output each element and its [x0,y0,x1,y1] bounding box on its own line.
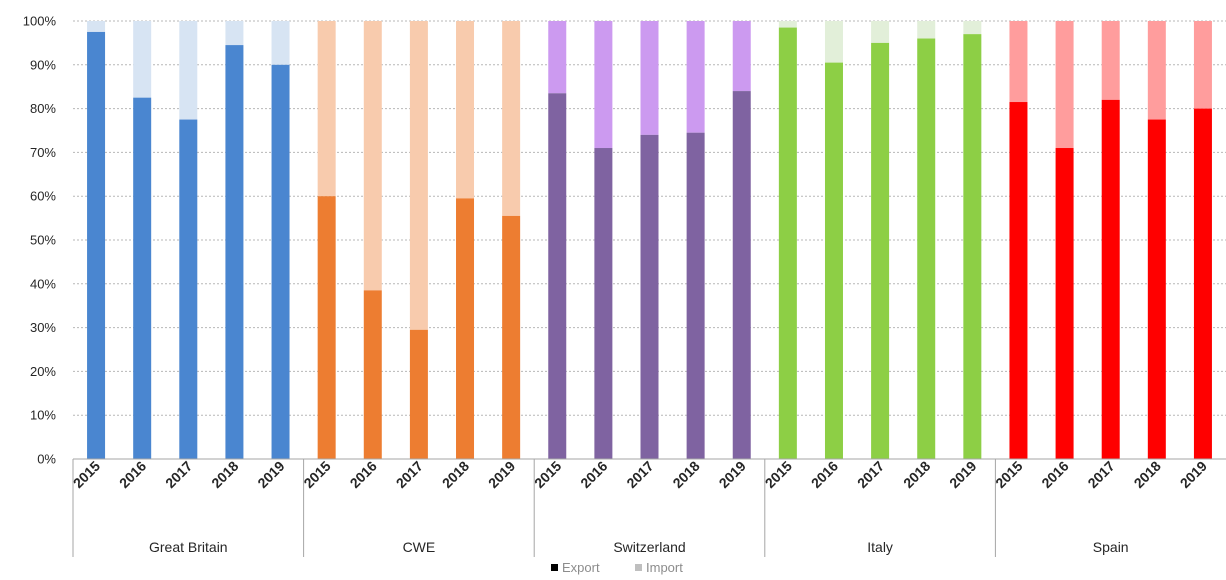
export-bar [1009,102,1028,459]
group-label: Spain [1093,539,1129,555]
x-tick-label: 2018 [669,458,702,491]
export-bar [1147,119,1166,460]
export-bar [87,31,106,459]
export-bar [1055,148,1074,459]
export-bar [824,62,843,460]
x-tick-label: 2019 [254,458,287,491]
x-tick-label: 2019 [1177,458,1210,491]
group-label: Italy [867,539,893,555]
import-bar [502,21,521,216]
export-bar [317,196,336,459]
import-bar [133,21,152,98]
import-bar [1101,21,1120,100]
x-tick-label: 2019 [485,458,518,491]
export-bar [133,97,152,460]
import-bar [179,21,198,120]
import-bar [225,21,244,46]
import-bar [548,21,567,94]
export-bar [548,93,567,460]
export-bar [502,215,521,459]
export-bar [594,148,613,459]
group-label: Great Britain [149,539,228,555]
import-bar [778,21,797,28]
y-tick-label: 60% [30,189,56,204]
group-label: CWE [403,539,436,555]
y-tick-label: 20% [30,364,56,379]
legend-label: Export [562,560,600,575]
import-bar [1009,21,1028,103]
legend: Export Import [551,560,683,575]
import-bar [1193,21,1212,109]
import-bar [594,21,613,149]
x-tick-label: 2018 [1131,458,1164,491]
import-bar [409,21,428,330]
import-bar [871,21,890,43]
axes: 0% 10% 20% 30% 40% 50% 60% 70% 80% 90% 100% 2015 201… [23,14,1226,557]
x-tick-label: 2017 [854,458,887,491]
import-bar [732,21,751,92]
x-tick-label: 2016 [808,458,841,491]
import-bar [87,21,106,32]
y-tick-label: 70% [30,145,56,160]
export-bar [1101,99,1120,459]
export-bar [179,119,198,460]
export-bar [271,64,290,460]
x-tick-label: 2015 [70,458,103,491]
export-bar [686,132,705,459]
import-bar [686,21,705,133]
x-tick-label: 2017 [393,458,426,491]
import-bar [917,21,936,39]
export-bar [363,290,382,459]
import-bar [963,21,982,35]
y-tick-label: 80% [30,101,56,116]
import-bar [824,21,843,63]
y-tick-label: 0% [37,452,56,467]
x-tick-label: 2018 [208,458,241,491]
export-bar [1193,108,1212,459]
legend-swatch [635,564,642,571]
y-tick-label: 50% [30,233,56,248]
x-tick-label: 2016 [577,458,610,491]
y-tick-label: 90% [30,57,56,72]
x-tick-label: 2018 [900,458,933,491]
export-bar [732,91,751,459]
x-tick-label: 2015 [762,458,795,491]
import-bar [1055,21,1074,149]
import-bar [1147,21,1166,120]
x-tick-label: 2016 [1038,458,1071,491]
import-bar [271,21,290,65]
x-tick-label: 2018 [439,458,472,491]
x-tick-label: 2017 [623,458,656,491]
x-tick-label: 2015 [992,458,1025,491]
export-bar [871,42,890,460]
y-tick-label: 100% [23,14,57,29]
import-bar [317,21,336,197]
x-tick-label: 2017 [162,458,195,491]
legend-swatch [551,564,558,571]
x-tick-label: 2016 [347,458,380,491]
legend-label: Import [646,560,683,575]
export-bar [640,134,659,459]
import-bar [456,21,475,199]
import-bar [640,21,659,135]
x-tick-label: 2019 [946,458,979,491]
y-tick-label: 30% [30,320,56,335]
export-bar [456,198,475,459]
x-tick-label: 2015 [300,458,333,491]
export-bar [778,27,797,459]
export-bar [225,45,244,460]
x-tick-label: 2017 [1084,458,1117,491]
x-tick-label: 2016 [116,458,149,491]
export-bar [963,34,982,459]
export-bar [917,38,936,460]
x-tick-label: 2019 [716,458,749,491]
group-label: Switzerland [613,539,685,555]
y-tick-label: 10% [30,408,56,423]
import-bar [363,21,382,291]
y-tick-label: 40% [30,276,56,291]
x-tick-label: 2015 [531,458,564,491]
export-bar [409,329,428,459]
bars [87,21,1212,460]
